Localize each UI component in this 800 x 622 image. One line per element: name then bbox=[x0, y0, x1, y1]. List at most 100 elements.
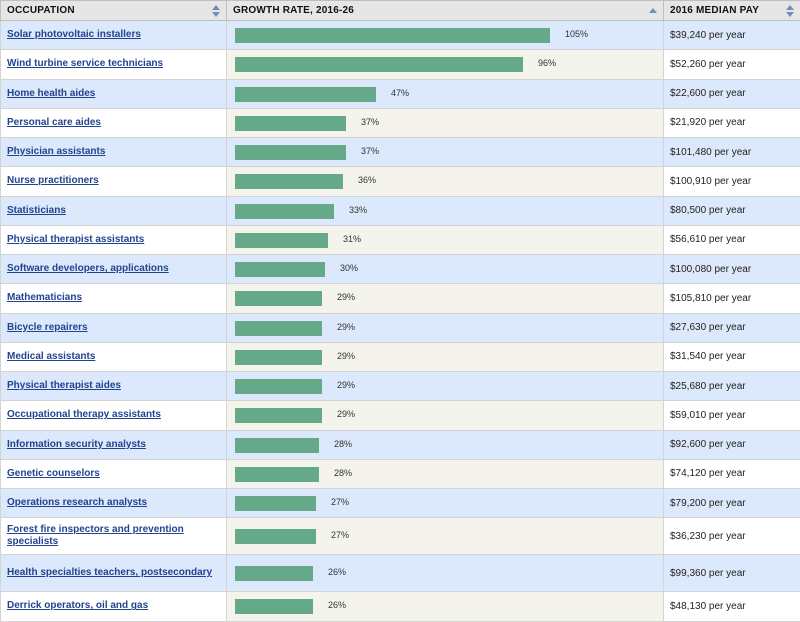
occupation-header[interactable]: OCCUPATION bbox=[1, 1, 227, 21]
occupation-link[interactable]: Physical therapist assistants bbox=[7, 234, 144, 246]
table-row: Software developers, applications 30%$100… bbox=[1, 255, 800, 284]
occupation-cell: Health specialties teachers, postseconda… bbox=[1, 555, 227, 592]
occupation-link[interactable]: Solar photovoltaic installers bbox=[7, 29, 141, 41]
occupation-link[interactable]: Physical therapist aides bbox=[7, 380, 121, 392]
growth-value-label: 36% bbox=[358, 175, 376, 185]
growth-value-label: 47% bbox=[391, 88, 409, 98]
sort-icon[interactable] bbox=[786, 5, 794, 17]
growth-cell: 29% bbox=[227, 372, 664, 401]
growth-bar bbox=[235, 408, 322, 423]
median-pay-cell: $79,200 per year bbox=[664, 489, 800, 518]
median-pay-cell: $105,810 per year bbox=[664, 284, 800, 313]
growth-cell: 27% bbox=[227, 518, 664, 555]
table-row: Mathematicians 29% $105,810 per year bbox=[1, 284, 800, 313]
growth-cell: 105% bbox=[227, 21, 664, 50]
occupation-cell: Physician assistants bbox=[1, 138, 227, 167]
occupation-cell: Wind turbine service technicians bbox=[1, 50, 227, 79]
growth-value-label: 28% bbox=[334, 468, 352, 478]
growth-cell: 36% bbox=[227, 167, 664, 196]
growth-bar bbox=[235, 262, 325, 277]
occupation-link[interactable]: Personal care aides bbox=[7, 117, 101, 129]
growth-cell: 37% bbox=[227, 108, 664, 137]
median-pay-cell: $59,010 per year bbox=[664, 401, 800, 430]
occupation-link[interactable]: Genetic counselors bbox=[7, 468, 100, 480]
growth-header[interactable]: GROWTH RATE, 2016-26 bbox=[227, 1, 664, 21]
growth-cell: 29% bbox=[227, 401, 664, 430]
occupation-link[interactable]: Mathematicians bbox=[7, 292, 82, 304]
median-pay-cell: $100,910 per year bbox=[664, 167, 800, 196]
growth-value-label: 29% bbox=[337, 351, 355, 361]
growth-value-label: 28% bbox=[334, 439, 352, 449]
growth-cell: 47% bbox=[227, 79, 664, 108]
median-pay-cell: $56,610 per year bbox=[664, 225, 800, 254]
growth-bar bbox=[235, 233, 328, 248]
sort-icon[interactable] bbox=[212, 5, 220, 17]
growth-value-label: 26% bbox=[328, 567, 346, 577]
median-pay-cell: $99,360 per year bbox=[664, 555, 800, 592]
occupation-cell: Home health aides bbox=[1, 79, 227, 108]
occupation-link[interactable]: Derrick operators, oil and gas bbox=[7, 600, 148, 612]
occupation-cell: Nurse practitioners bbox=[1, 167, 227, 196]
occupation-cell: Statisticians bbox=[1, 196, 227, 225]
growth-bar bbox=[235, 529, 316, 544]
median-pay-cell: $39,240 per year bbox=[664, 21, 800, 50]
median-pay-cell: $21,920 per year bbox=[664, 108, 800, 137]
occupation-link[interactable]: Physician assistants bbox=[7, 146, 105, 158]
growth-value-label: 27% bbox=[331, 497, 349, 507]
median-pay-cell: $22,600 per year bbox=[664, 79, 800, 108]
occupation-link[interactable]: Statisticians bbox=[7, 205, 66, 217]
growth-bar bbox=[235, 496, 316, 511]
growth-bar bbox=[235, 379, 322, 394]
growth-value-label: 33% bbox=[349, 205, 367, 215]
growth-bar bbox=[235, 57, 523, 72]
occupation-link[interactable]: Home health aides bbox=[7, 88, 95, 100]
median-pay-cell: $100,080 per year bbox=[664, 255, 800, 284]
occupation-link[interactable]: Information security analysts bbox=[7, 439, 146, 451]
median-pay-cell: $74,120 per year bbox=[664, 459, 800, 488]
table-row: Nurse practitioners 36% $100,910 per year bbox=[1, 167, 800, 196]
growth-bar bbox=[235, 599, 313, 614]
occupation-link[interactable]: Wind turbine service technicians bbox=[7, 58, 163, 70]
growth-value-label: 31% bbox=[343, 234, 361, 244]
median-pay-cell: $80,500 per year bbox=[664, 196, 800, 225]
growth-bar bbox=[235, 204, 334, 219]
growth-cell: 26% bbox=[227, 555, 664, 592]
table-row: Forest fire inspectors and prevention sp… bbox=[1, 518, 800, 555]
occupation-cell: Bicycle repairers bbox=[1, 313, 227, 342]
growth-bar bbox=[235, 566, 313, 581]
growth-cell: 28% bbox=[227, 430, 664, 459]
pay-header[interactable]: 2016 MEDIAN PAY bbox=[664, 1, 800, 21]
occupation-cell: Physical therapist aides bbox=[1, 372, 227, 401]
growth-value-label: 29% bbox=[337, 380, 355, 390]
occupation-cell: Forest fire inspectors and prevention sp… bbox=[1, 518, 227, 555]
occupation-link[interactable]: Nurse practitioners bbox=[7, 175, 99, 187]
occupation-link[interactable]: Bicycle repairers bbox=[7, 322, 88, 334]
median-pay-cell: $101,480 per year bbox=[664, 138, 800, 167]
sort-ascending-icon[interactable] bbox=[649, 5, 657, 17]
occupation-link[interactable]: Medical assistants bbox=[7, 351, 95, 363]
occupation-link[interactable]: Occupational therapy assistants bbox=[7, 409, 161, 421]
occupation-link[interactable]: Software developers, applications bbox=[7, 263, 169, 275]
median-pay-cell: $27,630 per year bbox=[664, 313, 800, 342]
growth-cell: 30% bbox=[227, 255, 664, 284]
growth-value-label: 96% bbox=[538, 58, 556, 68]
median-pay-cell: $36,230 per year bbox=[664, 518, 800, 555]
table-row: Physical therapist aides 29% $25,680 per y… bbox=[1, 372, 800, 401]
table-row: Personal care aides 37% $21,920 per year bbox=[1, 108, 800, 137]
occupation-link[interactable]: Health specialties teachers, postseconda… bbox=[7, 567, 212, 579]
growth-value-label: 37% bbox=[361, 117, 379, 127]
growth-cell: 33% bbox=[227, 196, 664, 225]
median-pay-cell: $25,680 per year bbox=[664, 372, 800, 401]
occupation-cell: Physical therapist assistants bbox=[1, 225, 227, 254]
occupation-link[interactable]: Forest fire inspectors and prevention sp… bbox=[7, 524, 220, 548]
growth-value-label: 29% bbox=[337, 292, 355, 302]
growth-bar bbox=[235, 174, 343, 189]
occupation-link[interactable]: Operations research analysts bbox=[7, 497, 147, 509]
growth-value-label: 29% bbox=[337, 409, 355, 419]
table-row: Health specialties teachers, postseconda… bbox=[1, 555, 800, 592]
header-row: OCCUPATION GROWTH RATE, 2016-26 2016 MED… bbox=[1, 1, 800, 21]
